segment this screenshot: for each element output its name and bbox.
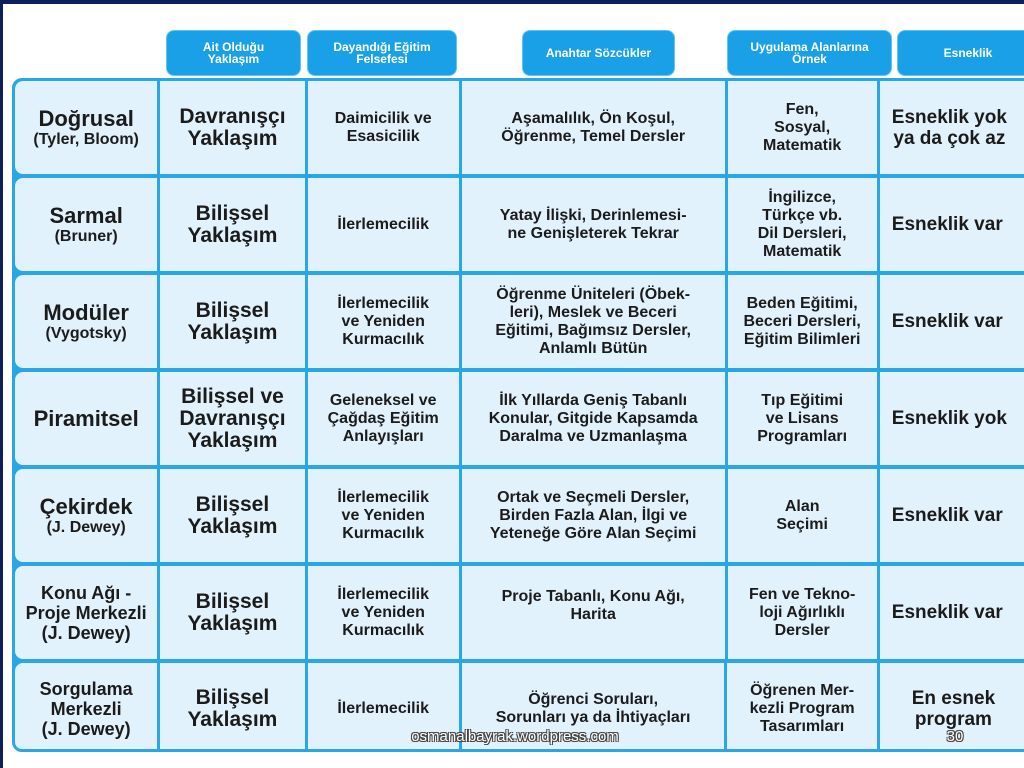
footer-website: osmanalbayrak.wordpress.com [411,728,619,745]
keywords-cell: Öğrenci Soruları, Sorunları ya da İhtiya… [461,663,725,749]
flexibility-cell: Esneklik var [879,275,1024,368]
flexibility-cell: Esneklik var [879,178,1024,271]
keywords-cell: Öğrenme Üniteleri (Öbek- leri), Meslek v… [461,275,725,368]
model-reference: (J. Dewey) [41,718,131,739]
approach-cell: Bilişsel Yaklaşım [160,469,305,562]
keywords-cell: Yatay İlişki, Derinlemesi- ne Genişleter… [461,178,725,271]
flexibility-cell: Esneklik var [879,469,1024,562]
philosophy-cell: İlerlemecilik ve Yeniden Kurmacılık [307,566,459,659]
table-row: Sarmal (Bruner) Bilişsel Yaklaşım İlerle… [15,178,1024,271]
model-name: Piramitsel [33,405,139,431]
model-reference: (J. Dewey) [41,622,131,643]
model-cell: Piramitsel [15,372,158,465]
examples-cell: İngilizce, Türkçe vb. Dil Dersleri, Mate… [727,178,877,271]
header-examples: Uygulama Alanlarına Örnek [728,31,891,75]
examples-cell: Beden Eğitimi, Beceri Dersleri, Eğitim B… [727,275,877,368]
model-reference: (Tyler, Bloom) [33,130,139,148]
header-flexibility: Esneklik [898,31,1024,75]
keywords-cell: Aşamalılık, Ön Koşul, Öğrenme, Temel Der… [461,81,725,174]
top-border [0,0,1024,4]
examples-cell: Tıp Eğitimi ve Lisans Programları [727,372,877,465]
approach-cell: Bilişsel Yaklaşım [160,178,305,271]
table-row: Doğrusal (Tyler, Bloom) Davranışçı Yakla… [15,81,1024,174]
philosophy-cell: Daimicilik ve Esasicilik [307,81,459,174]
approach-cell: Bilişsel Yaklaşım [160,275,305,368]
philosophy-cell: İlerlemecilik ve Yeniden Kurmacılık [307,275,459,368]
keywords-cell: Proje Tabanlı, Konu Ağı, Harita [461,566,725,659]
examples-cell: Öğrenen Mer- kezli Program Tasarımları [727,663,877,749]
header-philosophy: Dayandığı Eğitim Felsefesi [308,31,456,75]
approach-cell: Bilişsel Yaklaşım [160,663,305,749]
model-name: Konu Ağı - Proje Merkezli [25,582,147,623]
model-name: Sarmal [49,202,123,228]
philosophy-cell: Geleneksel ve Çağdaş Eğitim Anlayışları [307,372,459,465]
model-cell: Çekirdek (J. Dewey) [15,469,158,562]
examples-cell: Fen, Sosyal, Matematik [727,81,877,174]
page-number: 30 [946,728,964,745]
model-cell: Sorgulama Merkezli (J. Dewey) [15,663,158,749]
model-reference: (Bruner) [54,227,118,245]
header-approach: Ait Olduğu Yaklaşım [167,31,300,75]
examples-cell: Alan Seçimi [727,469,877,562]
philosophy-cell: İlerlemecilik [307,178,459,271]
model-cell: Doğrusal (Tyler, Bloom) [15,81,158,174]
model-name: Doğrusal [38,105,134,131]
table-row: Sorgulama Merkezli (J. Dewey) Bilişsel Y… [15,663,1024,749]
model-reference: (J. Dewey) [46,518,126,536]
flexibility-cell: En esnek program [879,663,1024,749]
keywords-cell: İlk Yıllarda Geniş Tabanlı Konular, Gitg… [461,372,725,465]
table-row: Çekirdek (J. Dewey) Bilişsel Yaklaşım İl… [15,469,1024,562]
model-reference: (Vygotsky) [45,324,127,342]
philosophy-cell: İlerlemecilik ve Yeniden Kurmacılık [307,469,459,562]
philosophy-cell: İlerlemecilik [307,663,459,749]
flexibility-cell: Esneklik yok [879,372,1024,465]
approach-cell: Davranışçı Yaklaşım [160,81,305,174]
table-row: Konu Ağı - Proje Merkezli (J. Dewey) Bil… [15,566,1024,659]
table-row: Modüler (Vygotsky) Bilişsel Yaklaşım İle… [15,275,1024,368]
left-border [0,0,3,768]
table-row: Piramitsel Bilişsel ve Davranışçı Yaklaş… [15,372,1024,465]
flexibility-cell: Esneklik yok ya da çok az [879,81,1024,174]
flexibility-cell: Esneklik var [879,566,1024,659]
model-name: Modüler [43,299,129,325]
header-keywords: Anahtar Sözcükler [523,31,674,75]
approach-cell: Bilişsel ve Davranışçı Yaklaşım [160,372,305,465]
model-name: Çekirdek [39,493,133,519]
approach-cell: Bilişsel Yaklaşım [160,566,305,659]
model-cell: Konu Ağı - Proje Merkezli (J. Dewey) [15,566,158,659]
examples-cell: Fen ve Tekno- loji Ağırlıklı Dersler [727,566,877,659]
model-cell: Modüler (Vygotsky) [15,275,158,368]
model-name: Sorgulama Merkezli [39,678,133,719]
keywords-cell: Ortak ve Seçmeli Dersler, Birden Fazla A… [461,469,725,562]
curriculum-models-table: Doğrusal (Tyler, Bloom) Davranışçı Yakla… [12,78,1024,752]
model-cell: Sarmal (Bruner) [15,178,158,271]
